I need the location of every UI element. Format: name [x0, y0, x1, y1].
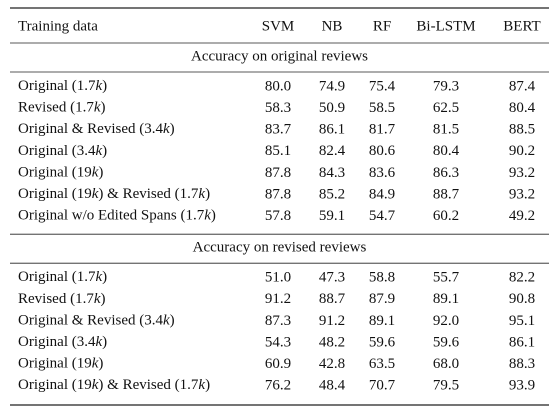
cell-value: 93.2 [509, 165, 535, 181]
cell-value: 95.1 [509, 313, 535, 329]
cell-value: 93.9 [509, 378, 535, 394]
row-label: Original (1.7k) [18, 270, 107, 286]
cell-value: 87.9 [369, 291, 395, 307]
cell-value: 60.2 [433, 208, 459, 224]
cell-value: 82.2 [509, 270, 535, 286]
row-label: Original & Revised (3.4k) [18, 122, 175, 138]
cell-value: 85.2 [319, 186, 345, 202]
cell-value: 86.1 [509, 334, 535, 350]
cell-value: 82.4 [319, 143, 346, 159]
cell-value: 81.5 [433, 122, 459, 138]
cell-value: 90.8 [509, 291, 535, 307]
cell-value: 89.1 [433, 291, 459, 307]
cell-value: 87.3 [265, 313, 291, 329]
cell-value: 58.5 [369, 100, 395, 116]
row-label: Revised (1.7k) [18, 100, 106, 116]
cell-value: 59.6 [369, 334, 396, 350]
cell-value: 70.7 [369, 378, 396, 394]
row-label: Original (3.4k) [18, 143, 107, 159]
column-header: SVM [262, 18, 295, 34]
cell-value: 59.6 [433, 334, 460, 350]
row-label: Original (3.4k) [18, 334, 107, 350]
cell-value: 92.0 [433, 313, 459, 329]
row-label: Original (1.7k) [18, 78, 107, 94]
row-label: Original & Revised (3.4k) [18, 313, 175, 329]
cell-value: 91.2 [319, 313, 345, 329]
cell-value: 88.5 [509, 122, 535, 138]
cell-value: 58.8 [369, 270, 395, 286]
cell-value: 83.7 [265, 122, 292, 138]
section-title: Accuracy on original reviews [191, 48, 368, 64]
cell-value: 79.3 [433, 78, 459, 94]
cell-value: 42.8 [319, 356, 345, 372]
cell-value: 90.2 [509, 143, 535, 159]
cell-value: 68.0 [433, 356, 459, 372]
cell-value: 83.6 [369, 165, 396, 181]
cell-value: 87.8 [265, 186, 291, 202]
cell-value: 80.4 [509, 100, 536, 116]
cell-value: 80.0 [265, 78, 291, 94]
column-header: NB [322, 18, 343, 34]
column-header: RF [373, 18, 391, 34]
cell-value: 54.3 [265, 334, 291, 350]
row-label: Original (19k) & Revised (1.7k) [18, 186, 210, 202]
cell-value: 88.7 [433, 186, 460, 202]
cell-value: 59.1 [319, 208, 345, 224]
cell-value: 48.2 [319, 334, 345, 350]
cell-value: 88.3 [509, 356, 535, 372]
cell-value: 88.7 [319, 291, 346, 307]
cell-value: 76.2 [265, 378, 291, 394]
cell-value: 81.7 [369, 122, 396, 138]
cell-value: 86.3 [433, 165, 459, 181]
cell-value: 89.1 [369, 313, 395, 329]
cell-value: 47.3 [319, 270, 345, 286]
cell-value: 55.7 [433, 270, 460, 286]
cell-value: 75.4 [369, 78, 396, 94]
cell-value: 63.5 [369, 356, 395, 372]
cell-value: 79.5 [433, 378, 459, 394]
cell-value: 87.8 [265, 165, 291, 181]
cell-value: 48.4 [319, 378, 346, 394]
cell-value: 80.6 [369, 143, 396, 159]
cell-value: 49.2 [509, 208, 535, 224]
cell-value: 57.8 [265, 208, 291, 224]
row-label: Revised (1.7k) [18, 291, 106, 307]
cell-value: 80.4 [433, 143, 460, 159]
cell-value: 58.3 [265, 100, 291, 116]
cell-value: 84.9 [369, 186, 395, 202]
cell-value: 87.4 [509, 78, 536, 94]
cell-value: 74.9 [319, 78, 345, 94]
cell-value: 85.1 [265, 143, 291, 159]
cell-value: 91.2 [265, 291, 291, 307]
section-title: Accuracy on revised reviews [193, 240, 367, 256]
cell-value: 84.3 [319, 165, 345, 181]
cell-value: 62.5 [433, 100, 459, 116]
cell-value: 54.7 [369, 208, 396, 224]
cell-value: 60.9 [265, 356, 291, 372]
column-header: Bi-LSTM [416, 18, 475, 34]
row-header: Training data [18, 18, 98, 34]
row-label: Original w/o Edited Spans (1.7k) [18, 208, 216, 224]
cell-value: 51.0 [265, 270, 291, 286]
column-header: BERT [503, 18, 540, 34]
cell-value: 50.9 [319, 100, 345, 116]
cell-value: 93.2 [509, 186, 535, 202]
row-label: Original (19k) & Revised (1.7k) [18, 378, 210, 394]
row-label: Original (19k) [18, 165, 103, 181]
cell-value: 86.1 [319, 122, 345, 138]
row-label: Original (19k) [18, 356, 103, 372]
